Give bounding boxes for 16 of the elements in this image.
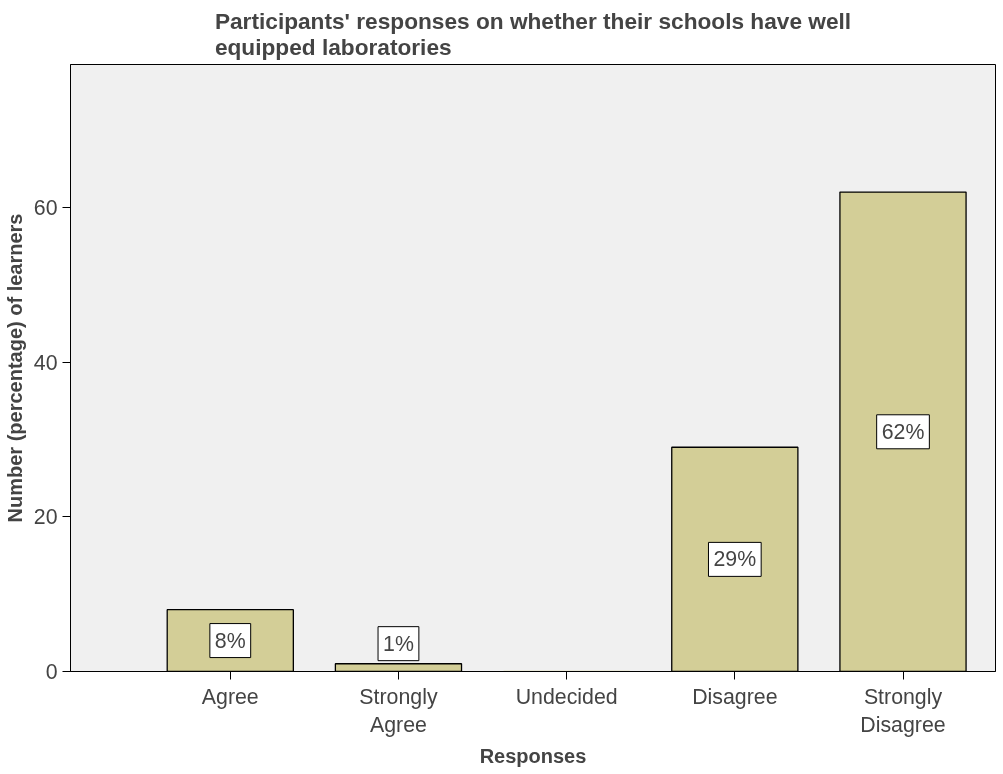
data-label: 62% bbox=[881, 419, 925, 444]
x-tick-label: Agree bbox=[201, 684, 259, 709]
x-tick-label: Strongly Disagree bbox=[860, 684, 946, 738]
data-label: 29% bbox=[713, 547, 757, 572]
y-axis-title: Number (percentage) of learners bbox=[3, 213, 26, 523]
x-tick-label: Undecided bbox=[515, 684, 618, 709]
data-label: 1% bbox=[383, 631, 414, 656]
x-tick-label: Strongly Agree bbox=[359, 684, 438, 738]
y-tick-label: 60 bbox=[33, 196, 58, 221]
y-tick-label: 40 bbox=[33, 350, 58, 375]
chart-title: Participants' responses on whether their schools have well equipped laboratories bbox=[214, 7, 852, 60]
y-tick-label: 20 bbox=[33, 505, 58, 530]
data-label: 8% bbox=[214, 628, 246, 653]
y-tick-label: 0 bbox=[45, 660, 58, 684]
x-tick-label: Disagree bbox=[692, 684, 778, 709]
x-axis-title: Responses bbox=[479, 745, 587, 768]
